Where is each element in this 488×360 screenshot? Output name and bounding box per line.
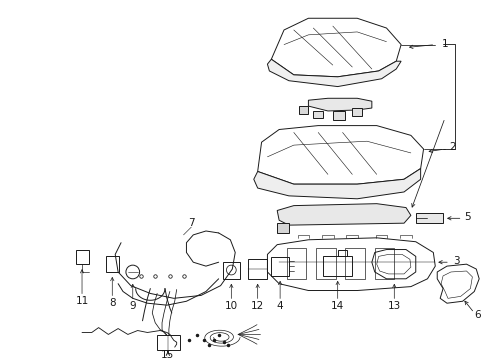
- Text: 4: 4: [276, 301, 283, 311]
- Polygon shape: [267, 59, 400, 86]
- Text: 8: 8: [109, 298, 115, 308]
- Text: 9: 9: [129, 301, 136, 311]
- Polygon shape: [308, 98, 371, 111]
- Text: 13: 13: [387, 301, 400, 311]
- Polygon shape: [277, 204, 410, 225]
- Text: 6: 6: [473, 310, 480, 320]
- Text: 15: 15: [161, 350, 174, 360]
- Text: 7: 7: [187, 218, 194, 228]
- Text: 2: 2: [448, 142, 455, 152]
- Text: 14: 14: [330, 301, 344, 311]
- Polygon shape: [332, 111, 345, 120]
- Polygon shape: [352, 108, 361, 116]
- Text: 3: 3: [452, 256, 459, 266]
- Polygon shape: [415, 213, 442, 223]
- Text: 11: 11: [75, 296, 88, 306]
- Polygon shape: [253, 168, 420, 199]
- Text: 12: 12: [250, 301, 264, 311]
- Polygon shape: [313, 111, 323, 118]
- Polygon shape: [298, 106, 308, 114]
- Polygon shape: [277, 223, 288, 233]
- Text: 1: 1: [441, 39, 447, 49]
- Text: 10: 10: [224, 301, 237, 311]
- Text: 5: 5: [463, 212, 470, 222]
